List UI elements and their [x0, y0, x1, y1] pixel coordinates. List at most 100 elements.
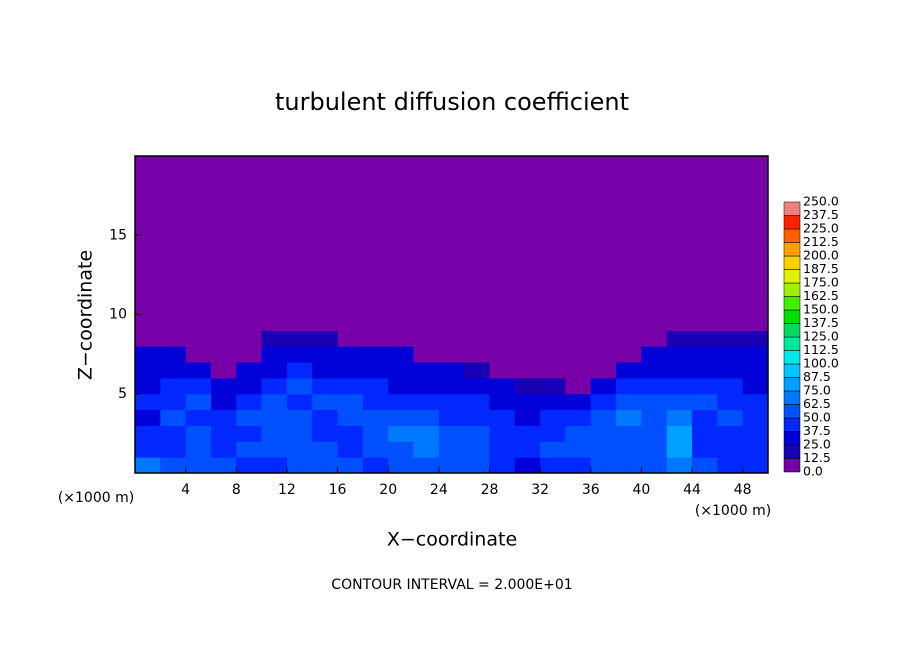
heat-cell	[641, 457, 668, 474]
heat-cell	[666, 393, 693, 411]
heat-cell	[692, 235, 718, 252]
heat-cell	[489, 362, 516, 379]
heat-cell	[616, 187, 642, 205]
heat-cell	[717, 282, 744, 300]
heat-cell	[540, 346, 566, 363]
heat-cell	[489, 251, 516, 268]
colorbar-label: 162.5	[803, 288, 839, 303]
colorbar-cell	[783, 282, 801, 297]
heat-cell	[135, 441, 161, 458]
heat-cell	[210, 266, 237, 284]
heat-cell	[641, 266, 668, 284]
heat-cell	[337, 251, 364, 268]
heat-cell	[438, 251, 465, 268]
heat-cell	[337, 409, 364, 426]
heat-cell	[261, 219, 288, 236]
heat-cell	[160, 314, 187, 331]
heat-cell	[641, 187, 668, 205]
heat-cell	[362, 393, 389, 411]
heat-cell	[312, 362, 339, 379]
heat-cell	[210, 298, 237, 315]
colorbar-cell	[783, 296, 801, 311]
heat-cell	[388, 314, 415, 331]
heat-cell	[337, 393, 364, 411]
x-tick-label: 28	[481, 482, 499, 498]
y-tick-label: 15	[109, 227, 127, 243]
heat-cell	[514, 251, 541, 268]
heat-cell	[590, 235, 617, 252]
colorbar-label: 50.0	[803, 410, 831, 425]
heat-cell	[236, 235, 263, 252]
heat-cell	[337, 457, 364, 474]
heat-cell	[261, 187, 288, 205]
heat-cell	[717, 251, 744, 268]
colorbar-label: 125.0	[803, 329, 839, 344]
heat-cell	[692, 187, 718, 205]
heat-cell	[135, 187, 161, 205]
heat-cell	[540, 219, 566, 236]
colorbar-label: 112.5	[803, 342, 839, 357]
heat-cell	[337, 235, 364, 252]
colorbar-cell	[783, 242, 801, 257]
heat-cell	[489, 235, 516, 252]
heat-cell	[337, 346, 364, 363]
heat-cell	[565, 298, 592, 315]
heat-cell	[641, 298, 668, 315]
heat-cell	[236, 314, 263, 331]
colorbar-cell	[783, 377, 801, 392]
heat-cell	[717, 393, 744, 411]
x-axis-label: X−coordinate	[387, 529, 517, 551]
heat-cell	[489, 441, 516, 458]
heat-cell	[185, 362, 212, 379]
heat-cell	[641, 425, 668, 442]
heat-cell	[261, 425, 288, 442]
colorbar-cell	[783, 255, 801, 270]
heat-cell	[160, 266, 187, 284]
y-tick-label: 5	[118, 386, 127, 402]
heat-cell	[616, 314, 642, 331]
heat-cell	[565, 171, 592, 189]
heat-cell	[489, 314, 516, 331]
heat-cell	[540, 441, 566, 458]
heat-cell	[666, 409, 693, 426]
heat-cell	[717, 409, 744, 426]
heat-cell	[236, 219, 263, 236]
heat-cell	[160, 282, 187, 300]
heat-cell	[742, 171, 769, 189]
heat-cell	[438, 441, 465, 458]
heat-cell	[160, 362, 187, 379]
heat-cell	[565, 219, 592, 236]
heat-cell	[185, 219, 212, 236]
x-tick-label: 20	[379, 482, 397, 498]
heat-cell	[616, 203, 642, 220]
heat-cell	[185, 330, 212, 347]
heat-cell	[438, 346, 465, 363]
heat-cell	[742, 266, 769, 284]
heat-cell	[742, 409, 769, 426]
heat-cell	[540, 251, 566, 268]
colorbar-label: 37.5	[803, 423, 831, 438]
heat-cell	[540, 314, 566, 331]
heat-cell	[692, 282, 718, 300]
heat-cell	[742, 219, 769, 236]
heat-cell	[464, 251, 490, 268]
heat-cell	[362, 330, 389, 347]
heat-cell	[514, 425, 541, 442]
heat-cell	[692, 314, 718, 331]
heat-cell	[666, 266, 693, 284]
x-tick-label: 44	[683, 482, 701, 498]
heat-cell	[742, 314, 769, 331]
colorbar-label: 187.5	[803, 261, 839, 276]
heat-cell	[210, 171, 237, 189]
heat-cell	[514, 171, 541, 189]
heat-cell	[236, 377, 263, 395]
heat-cell	[666, 171, 693, 189]
heat-cell	[717, 377, 744, 395]
heat-cell	[514, 330, 541, 347]
heat-cell	[641, 409, 668, 426]
heat-cell	[261, 457, 288, 474]
heat-cell	[489, 377, 516, 395]
colorbar-cell	[783, 228, 801, 243]
heat-cell	[565, 251, 592, 268]
heat-cell	[413, 457, 440, 474]
